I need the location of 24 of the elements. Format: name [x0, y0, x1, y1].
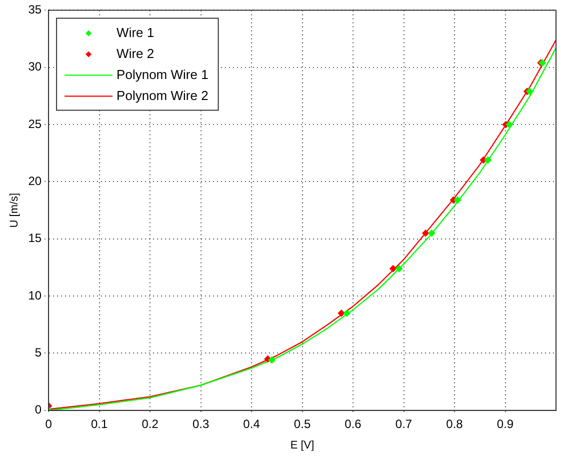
y-tick-label: 5 [34, 346, 42, 360]
y-tick-label: 0 [34, 402, 42, 417]
x-tick-label: 0.6 [344, 416, 362, 431]
y-tick-label: 20 [28, 174, 42, 188]
y-axis-title: U [m/s] [8, 192, 21, 228]
x-tick-label: 0.5 [294, 416, 311, 431]
x-tick-label: 0.1 [90, 416, 108, 431]
legend-label: Polynom Wire 2 [116, 88, 208, 103]
y-tick-label: 35 [28, 2, 42, 17]
x-tick-label: 0 [45, 416, 52, 431]
x-axis-title: E [V] [290, 439, 314, 452]
y-tick-label: 25 [28, 116, 42, 131]
y-tick-label: 30 [28, 60, 42, 74]
y-tick-label: 10 [28, 288, 42, 302]
legend-label: Wire 2 [116, 46, 154, 61]
x-tick-label: 0.3 [192, 416, 210, 431]
x-tick-label: 0.2 [142, 416, 159, 431]
x-tick-label: 0.7 [395, 416, 412, 431]
legend-label: Wire 1 [116, 24, 154, 40]
x-tick-label: 0.9 [496, 416, 514, 431]
legend-label: Polynom Wire 1 [116, 66, 208, 82]
x-tick-label: 0.4 [243, 416, 260, 431]
y-tick-label: 15 [28, 231, 42, 246]
x-tick-label: 0.8 [446, 416, 464, 431]
